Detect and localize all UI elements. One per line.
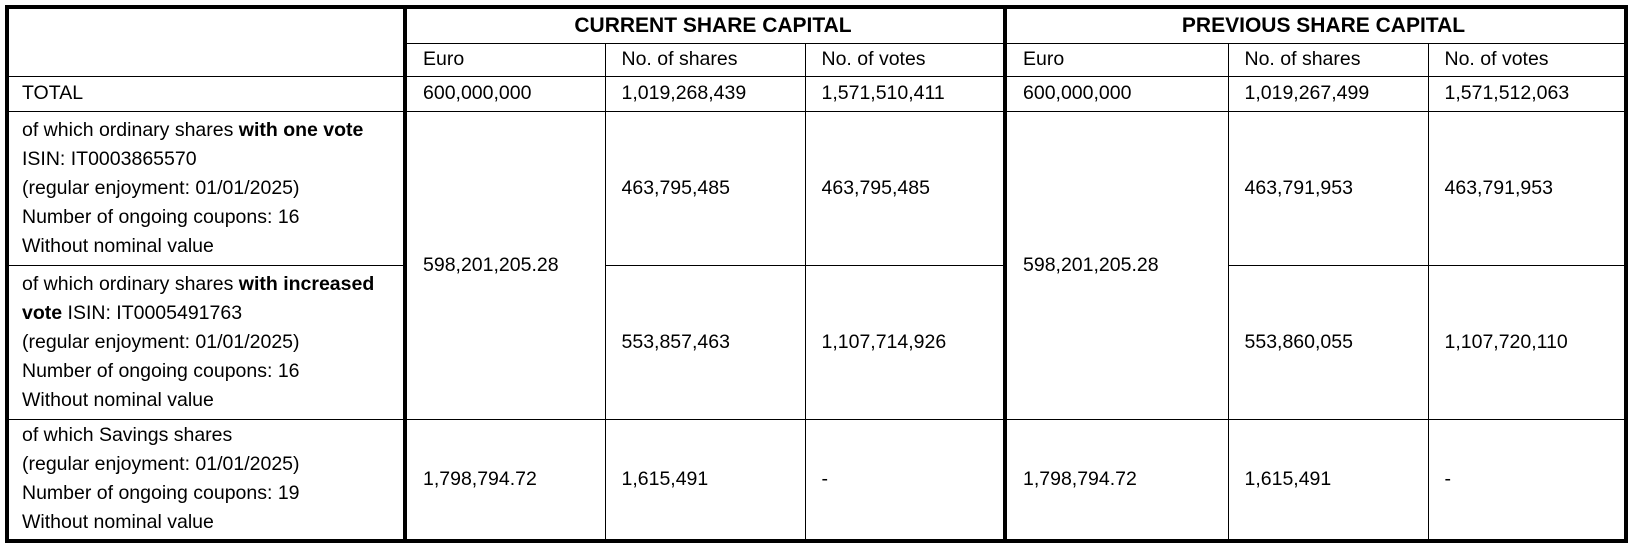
- column-header: No. of votes: [1427, 42, 1629, 77]
- table-row: CURRENT SHARE CAPITAL PREVIOUS SHARE CAPI…: [5, 5, 1629, 77]
- value-cell: 463,795,485: [604, 110, 806, 266]
- label-segment: of which ordinary shares: [22, 272, 239, 295]
- label-detail: (regular enjoyment: 01/01/2025): [22, 453, 300, 476]
- column-header: Euro: [1004, 42, 1229, 77]
- label-segment: with increased vote: [22, 272, 375, 324]
- table-row: Euro No. of shares No. of votes Euro No. of …: [7, 42, 1629, 77]
- corner-cell: [5, 5, 407, 77]
- value-cell: 1,571,512,063: [1427, 75, 1629, 112]
- row-label: of which ordinary shares with increased …: [5, 264, 407, 420]
- value-cell: 600,000,000: [1004, 75, 1229, 112]
- value-cell: 1,615,491: [1227, 418, 1429, 543]
- table-row: of which ordinary shares with one vote I…: [5, 110, 1629, 420]
- value-cell: 463,791,953: [1427, 110, 1629, 266]
- value-cell: 463,795,485: [804, 110, 1007, 266]
- table-wrap: CURRENT SHARE CAPITAL PREVIOUS SHARE CAPI…: [5, 5, 1629, 543]
- label-segment: with one vote: [238, 118, 364, 141]
- table-body: CURRENT SHARE CAPITAL PREVIOUS SHARE CAPI…: [5, 5, 1629, 543]
- value-cell: 1,798,794.72: [1004, 418, 1229, 543]
- column-header: No. of shares: [604, 42, 806, 77]
- label-detail: Number of ongoing coupons: 16: [22, 359, 300, 382]
- row-label: of which ordinary shares with one vote I…: [5, 110, 407, 266]
- table-row: of which ordinary shares with increased …: [5, 264, 1629, 420]
- value-cell: 553,860,055: [1227, 264, 1429, 420]
- value-cell: 1,019,268,439: [604, 75, 806, 112]
- value-cell: -: [1427, 418, 1629, 543]
- value-cell: 1,107,714,926: [804, 264, 1007, 420]
- label-detail: Number of ongoing coupons: 16: [22, 205, 300, 228]
- column-header: No. of votes: [804, 42, 1007, 77]
- value-cell: 1,107,720,110: [1427, 264, 1629, 420]
- label-segment: of which ordinary shares: [22, 118, 239, 141]
- value-cell: -: [804, 418, 1007, 543]
- label-line: of which Savings shares: [22, 424, 233, 447]
- value-cell: 600,000,000: [404, 75, 606, 112]
- label-segment: ISIN: IT0005491763: [62, 301, 243, 324]
- label-detail: Without nominal value: [22, 511, 214, 534]
- value-cell: 1,615,491: [604, 418, 806, 543]
- value-cell: 463,791,953: [1227, 110, 1429, 266]
- row-label: of which Savings shares (regular enjoymen…: [5, 418, 407, 543]
- group-header: PREVIOUS SHARE CAPITAL: [1004, 5, 1629, 44]
- label-segment: ISIN: IT0003865570: [22, 147, 197, 170]
- label-detail: Number of ongoing coupons: 19: [22, 482, 300, 505]
- column-header: No. of shares: [1227, 42, 1429, 77]
- share-capital-table: CURRENT SHARE CAPITAL PREVIOUS SHARE CAPI…: [5, 5, 1629, 543]
- label-detail: (regular enjoyment: 01/01/2025): [22, 330, 300, 353]
- value-cell: 553,857,463: [604, 264, 806, 420]
- label-detail: Without nominal value: [22, 388, 214, 411]
- label-line: of which ordinary shares with increased …: [22, 270, 401, 328]
- table-row: TOTAL 600,000,000 1,019,268,439 1,571,510,4…: [5, 75, 1629, 112]
- value-cell: 1,571,510,411: [804, 75, 1007, 112]
- value-cell: 1,019,267,499: [1227, 75, 1429, 112]
- row-label: TOTAL: [5, 75, 407, 112]
- table-row: of which Savings shares (regular enjoymen…: [5, 418, 1629, 543]
- group-header: CURRENT SHARE CAPITAL: [404, 5, 1007, 44]
- value-cell: 598,201,205.28: [404, 110, 606, 420]
- label-detail: (regular enjoyment: 01/01/2025): [22, 176, 300, 199]
- column-header: Euro: [404, 42, 606, 77]
- value-cell: 1,798,794.72: [404, 418, 606, 543]
- label-line: of which ordinary shares with one vote I…: [22, 116, 401, 174]
- label-detail: Without nominal value: [22, 234, 214, 257]
- value-cell: 598,201,205.28: [1004, 110, 1229, 420]
